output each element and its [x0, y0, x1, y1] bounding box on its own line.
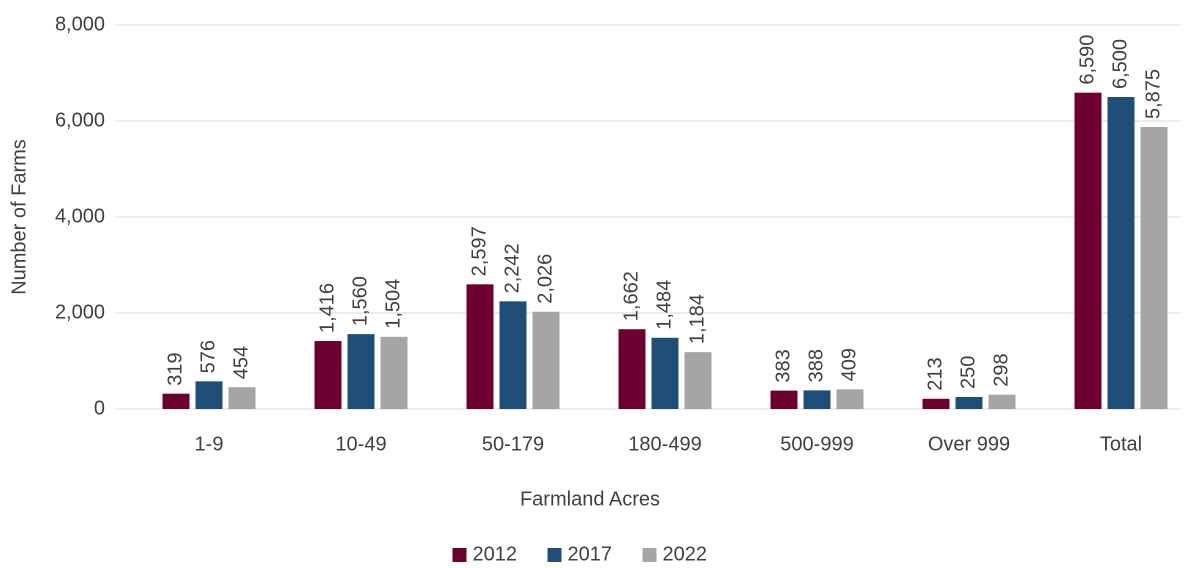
value-label: 250 — [957, 356, 979, 389]
bar — [988, 394, 1016, 409]
bar — [347, 334, 375, 409]
legend-label: 2022 — [663, 543, 708, 565]
x-tick-label: 50-179 — [482, 433, 544, 455]
value-label: 2,242 — [501, 243, 523, 293]
y-tick-label: 2,000 — [55, 301, 105, 323]
bar — [1107, 97, 1135, 409]
value-label: 1,560 — [349, 276, 371, 326]
bar — [1074, 92, 1102, 410]
value-label: 1,184 — [686, 294, 708, 344]
bar — [651, 337, 679, 409]
value-label: 576 — [197, 340, 219, 373]
value-label: 5,875 — [1142, 69, 1164, 119]
bar — [1140, 127, 1168, 409]
legend-label: 2012 — [473, 543, 518, 565]
value-label: 2,597 — [468, 226, 490, 276]
bar — [955, 397, 983, 409]
x-axis-title: Farmland Acres — [520, 488, 660, 510]
bar — [684, 352, 712, 409]
bar — [228, 387, 256, 409]
bar — [466, 284, 494, 409]
x-tick-label: 10-49 — [335, 433, 386, 455]
x-tick-label: Total — [1100, 433, 1142, 455]
legend-swatch — [642, 548, 657, 562]
bar — [922, 398, 950, 409]
value-label: 1,504 — [382, 279, 404, 329]
value-label: 388 — [805, 349, 827, 382]
value-label: 213 — [924, 357, 946, 390]
bar — [195, 381, 223, 409]
y-tick-label: 4,000 — [55, 205, 105, 227]
value-label: 298 — [990, 353, 1012, 386]
y-tick-label: 0 — [94, 397, 105, 419]
value-label: 319 — [164, 352, 186, 385]
bar — [314, 341, 342, 409]
bar — [162, 393, 190, 409]
bar — [532, 311, 560, 409]
x-tick-label: 180-499 — [628, 433, 701, 455]
legend-swatch — [452, 548, 467, 562]
y-tick-label: 6,000 — [55, 109, 105, 131]
value-label: 1,484 — [653, 280, 675, 330]
value-label: 454 — [230, 346, 252, 379]
value-label: 1,416 — [316, 283, 338, 333]
bar — [836, 389, 864, 409]
x-tick-label: 1-9 — [195, 433, 224, 455]
legend-swatch — [547, 548, 562, 562]
value-label: 409 — [838, 348, 860, 381]
bar — [770, 390, 798, 409]
x-tick-label: Over 999 — [928, 433, 1010, 455]
value-label: 2,026 — [534, 254, 556, 304]
x-tick-label: 500-999 — [780, 433, 853, 455]
value-label: 6,500 — [1109, 39, 1131, 89]
bar — [803, 390, 831, 409]
y-axis-title: Number of Farms — [8, 139, 30, 295]
value-label: 383 — [772, 349, 794, 382]
value-label: 1,662 — [620, 271, 642, 321]
bar — [618, 329, 646, 409]
bar — [380, 336, 408, 409]
y-tick-label: 8,000 — [55, 13, 105, 35]
bar — [499, 301, 527, 409]
value-label: 6,590 — [1076, 35, 1098, 85]
legend-label: 2017 — [568, 543, 613, 565]
